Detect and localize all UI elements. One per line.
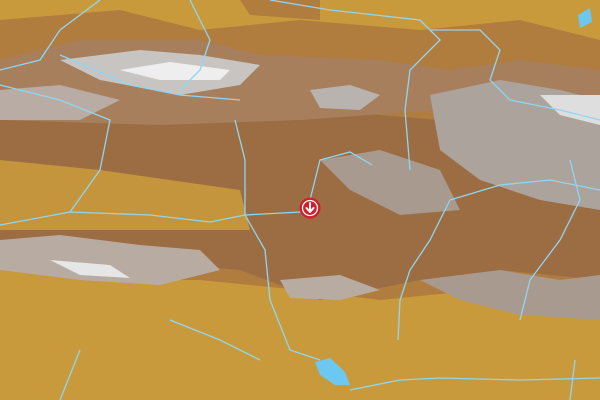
terrain-bands <box>0 0 600 320</box>
lakes <box>315 8 592 385</box>
arrow-down-circle-icon <box>299 197 321 219</box>
location-marker[interactable] <box>299 197 321 219</box>
